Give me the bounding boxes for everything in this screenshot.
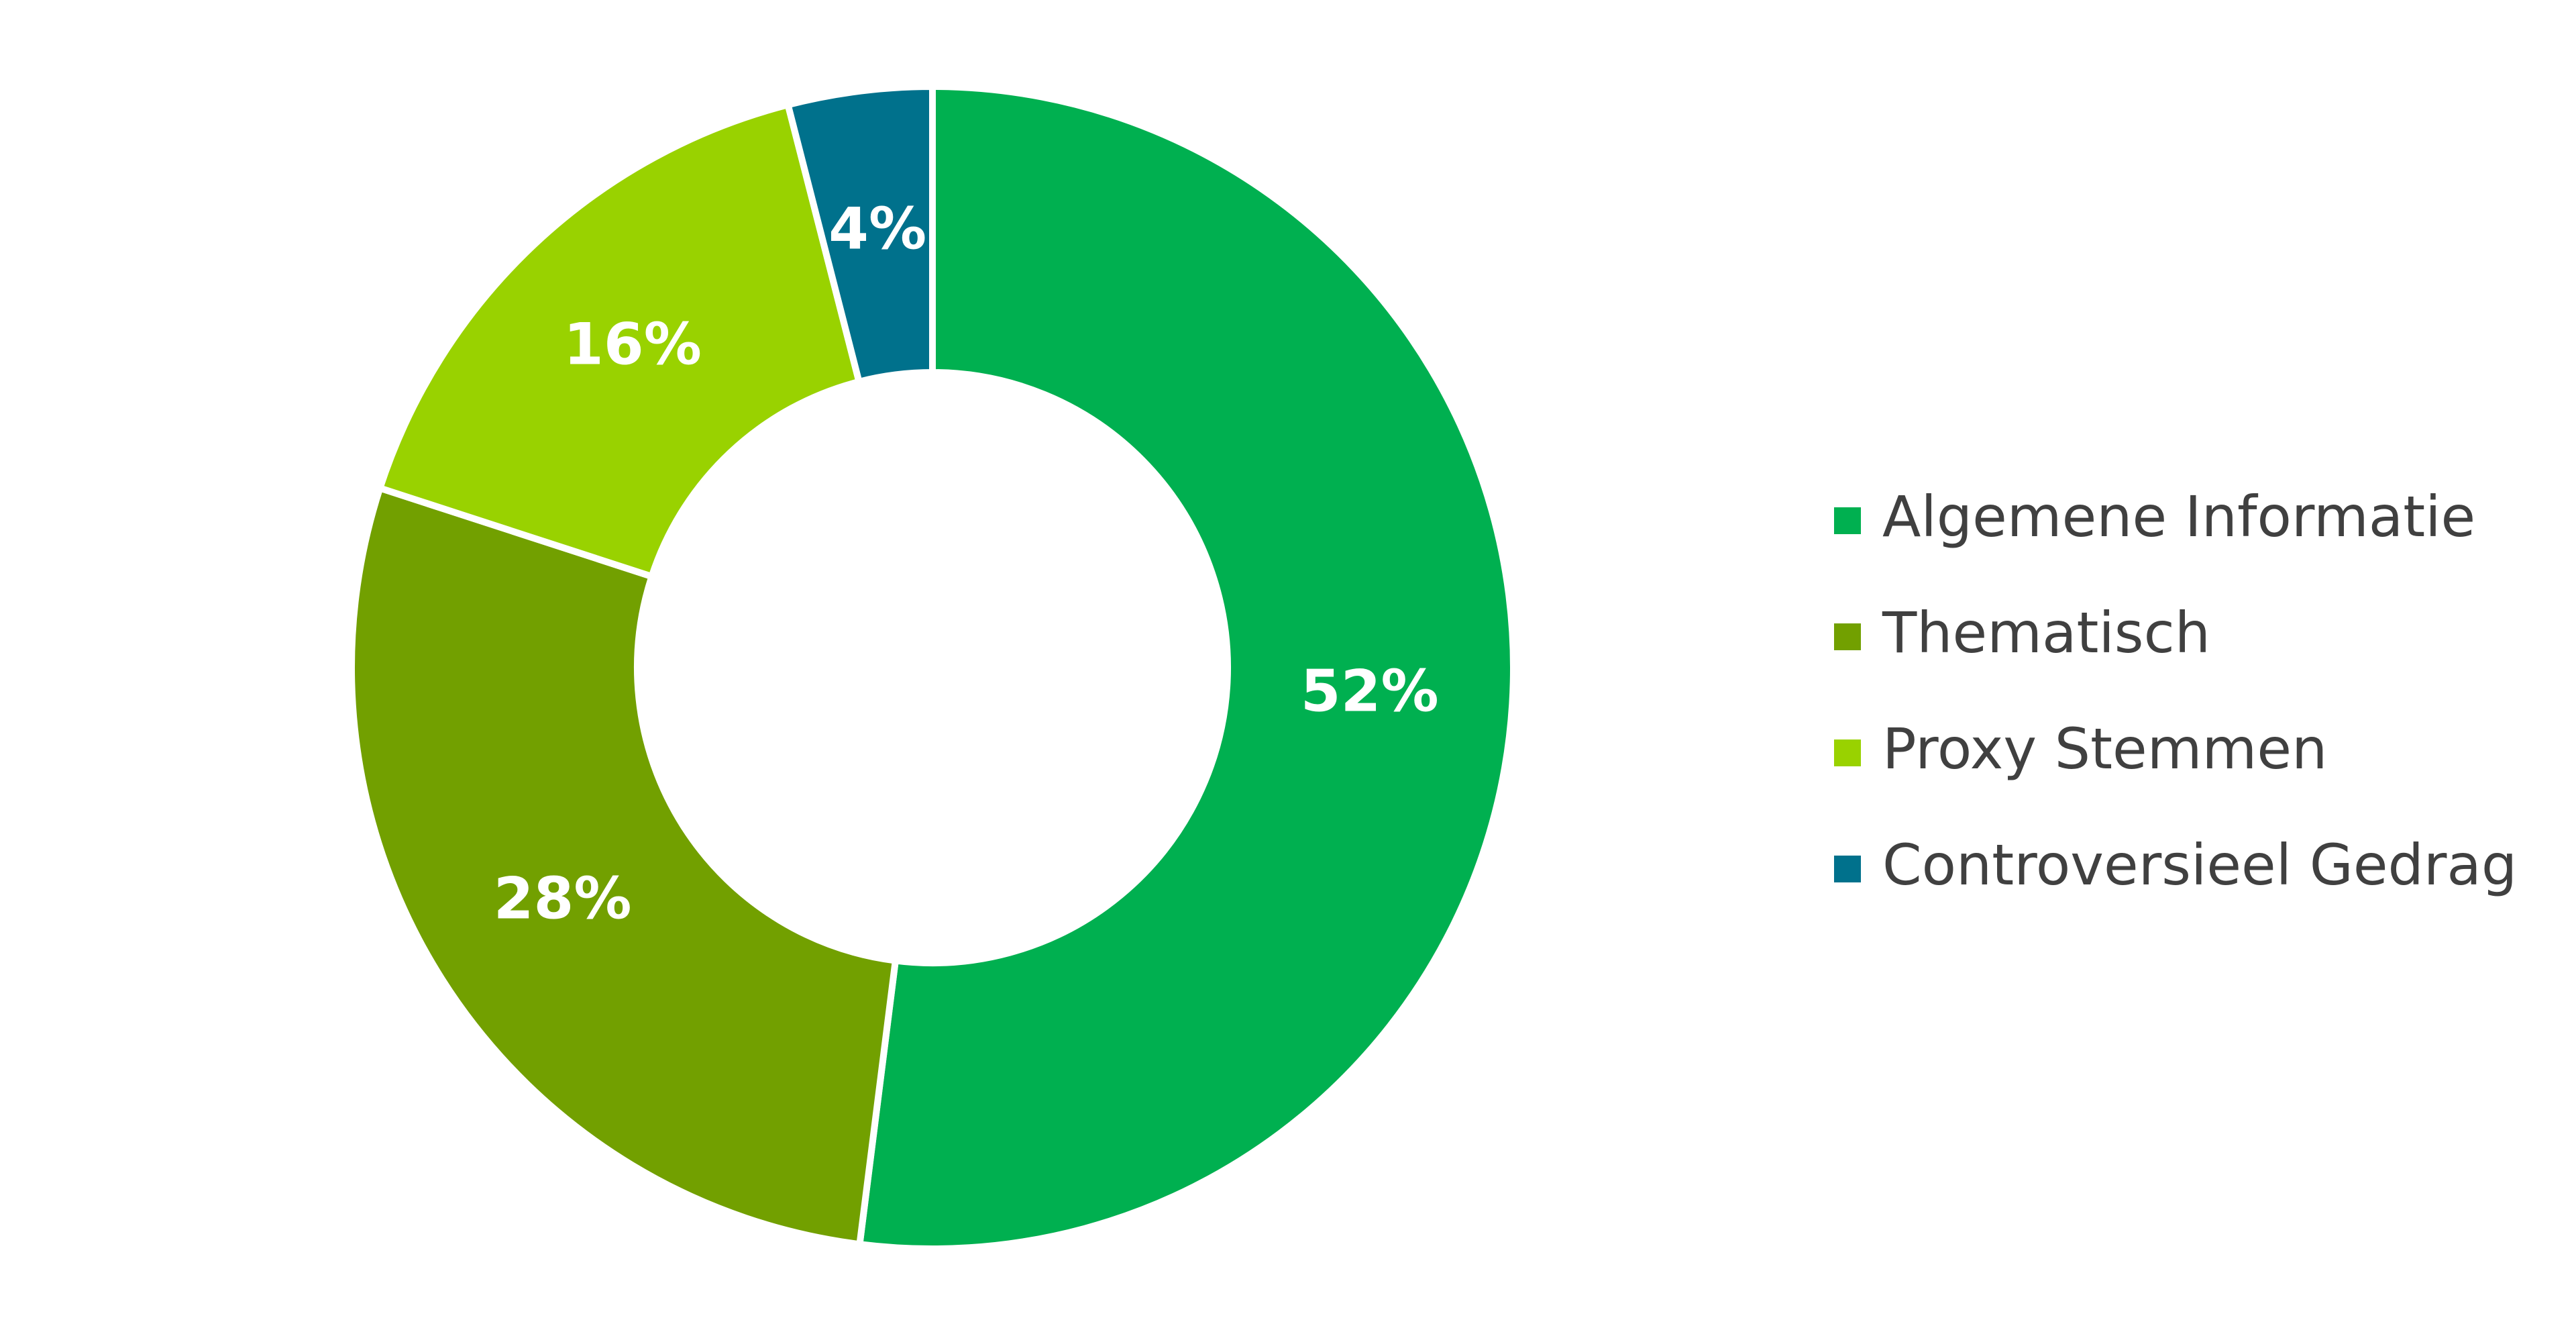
legend-swatch bbox=[1834, 507, 1861, 534]
legend-label: Controversieel Gedrag bbox=[1882, 832, 2517, 898]
data-label: 4% bbox=[828, 196, 926, 263]
legend-swatch bbox=[1834, 739, 1861, 766]
legend-label: Proxy Stemmen bbox=[1882, 716, 2327, 782]
data-label: 52% bbox=[1301, 658, 1439, 725]
donut-slice bbox=[855, 83, 1517, 1252]
legend-swatch bbox=[1834, 623, 1861, 650]
data-label: 28% bbox=[494, 865, 632, 932]
legend-swatch bbox=[1834, 856, 1861, 882]
legend-label: Thematisch bbox=[1882, 600, 2210, 666]
data-label: 16% bbox=[564, 311, 702, 378]
donut-slice bbox=[348, 484, 900, 1248]
donut-slice bbox=[376, 101, 863, 581]
legend-label: Algemene Informatie bbox=[1882, 484, 2475, 550]
donut-slice bbox=[784, 83, 936, 386]
